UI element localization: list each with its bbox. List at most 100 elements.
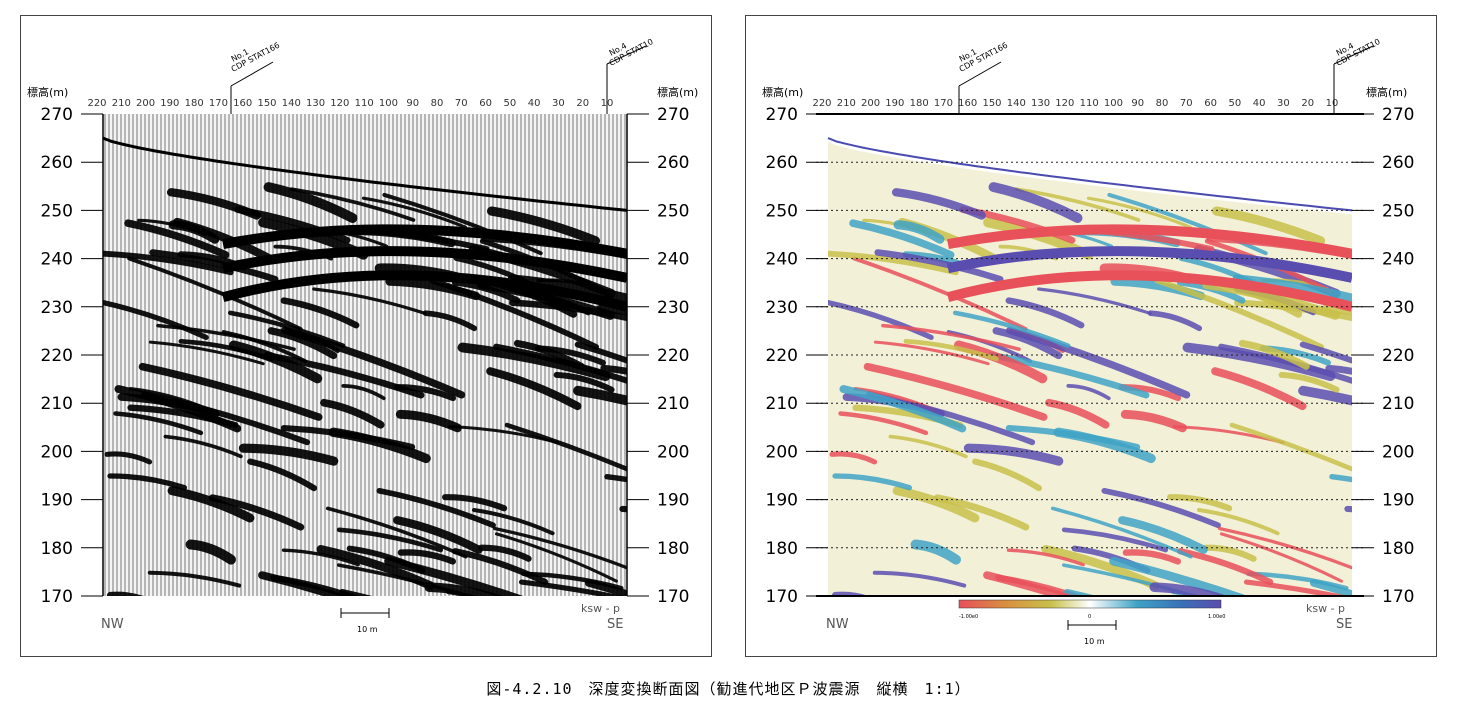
ground-surface-line	[827, 137, 1353, 212]
y-tick-label: 230	[41, 298, 73, 318]
x-tick-label: 110	[1080, 98, 1099, 109]
x-tick-label: 60	[1204, 98, 1217, 109]
y-tick-label: 270	[766, 105, 798, 125]
seismic-panel-color: 270 270 260 260 250 250 240 240 230 230 220 220 210 2…	[745, 15, 1437, 657]
y-tick-label: 260	[766, 153, 798, 173]
x-tick-label: 60	[479, 98, 492, 109]
elevation-gridlines	[816, 161, 1364, 549]
y-tick-label: 250	[657, 201, 689, 221]
y-tick-label: 260	[657, 153, 689, 173]
x-tick-label: 20	[1301, 98, 1314, 109]
y-tick-label: 210	[657, 394, 689, 414]
y-tick-label: 240	[657, 250, 689, 270]
x-tick-label: 40	[1253, 98, 1266, 109]
colorbar-max: 1.00e0	[1208, 614, 1225, 620]
nw-label: NW	[826, 617, 849, 632]
se-label: SE	[1336, 617, 1352, 632]
x-tick-label: 20	[576, 98, 589, 109]
y-tick-label: 180	[766, 539, 798, 559]
x-tick-label: 30	[1277, 98, 1290, 109]
y-tick-label: 260	[1382, 153, 1414, 173]
scale-bar-label: 10 m	[357, 625, 378, 634]
x-tick-label: 130	[1031, 98, 1050, 109]
x-tick-label: 210	[837, 98, 856, 109]
y-tick-label: 200	[766, 442, 798, 462]
y-tick-label: 240	[766, 250, 798, 270]
y-title-left: 標高(m)	[27, 85, 68, 99]
y-tick-label: 170	[766, 587, 798, 607]
x-tick-label: 150	[257, 98, 276, 109]
color-section	[828, 142, 1352, 596]
x-tick-label: 190	[160, 98, 179, 109]
y-title-right: 標高(m)	[657, 85, 698, 99]
y-tick-label: 210	[41, 394, 73, 414]
wiggle-section	[103, 114, 627, 596]
y-title-left: 標高(m)	[762, 85, 803, 99]
y-tick-label: 170	[657, 587, 689, 607]
scale-bar: 10 m	[340, 608, 390, 634]
y-tick-label: 230	[657, 298, 689, 318]
ground-surface-line	[102, 136, 628, 212]
x-tick-label: 70	[1180, 98, 1193, 109]
y-tick-label: 190	[657, 491, 689, 511]
x-tick-label: 140	[282, 98, 301, 109]
y-tick-label: 250	[41, 201, 73, 221]
x-tick-label: 150	[982, 98, 1001, 109]
x-tick-label: 100	[1104, 98, 1123, 109]
x-tick-label: 190	[885, 98, 904, 109]
marker-no4: No.4 CDP STAT10	[1333, 37, 1382, 114]
y-tick-label: 210	[1382, 394, 1414, 414]
y-tick-label: 240	[1382, 250, 1414, 270]
y-title-right: 標高(m)	[1366, 85, 1407, 99]
y-tick-label: 270	[657, 105, 689, 125]
y-tick-label: 240	[41, 250, 73, 270]
x-tick-label: 40	[528, 98, 541, 109]
x-tick-label: 170	[209, 98, 228, 109]
x-tick-label: 200	[136, 98, 155, 109]
wiggle-reflector-bands	[103, 182, 627, 596]
x-tick-label: 160	[233, 98, 252, 109]
y-tick-label: 200	[41, 442, 73, 462]
x-tick-label: 170	[934, 98, 953, 109]
y-tick-label: 180	[41, 539, 73, 559]
colorbar-mid: 0	[1088, 614, 1091, 620]
y-tick-label: 190	[41, 491, 73, 511]
scale-bar: 10 m	[1067, 620, 1117, 646]
x-tick-label: 210	[112, 98, 131, 109]
y-tick-label: 220	[1382, 346, 1414, 366]
x-tick-label: 180	[910, 98, 929, 109]
scale-bar-label: 10 m	[1084, 637, 1105, 646]
x-tick-label: 30	[552, 98, 565, 109]
y-tick-label: 220	[41, 346, 73, 366]
color-reflector-bands	[828, 142, 1352, 596]
cdp-axis: 220 210 200 190 180 170 160 150 140 130 120 110 100 9…	[812, 98, 1338, 109]
x-tick-label: 100	[379, 98, 398, 109]
ksw-tag: ksw - p	[581, 602, 620, 615]
y-tick-label: 210	[766, 394, 798, 414]
elevation-axis: 270 270 260 260 250 250 240 240 230 230 220 220 210 2…	[766, 105, 1415, 607]
x-tick-label: 120	[1055, 98, 1074, 109]
y-tick-label: 270	[41, 105, 73, 125]
y-tick-label: 190	[1382, 491, 1414, 511]
x-tick-label: 120	[330, 98, 349, 109]
y-tick-label: 250	[766, 201, 798, 221]
y-tick-label: 190	[766, 491, 798, 511]
x-tick-label: 80	[431, 98, 444, 109]
y-tick-label: 230	[766, 298, 798, 318]
y-tick-label: 170	[1382, 587, 1414, 607]
y-tick-label: 220	[766, 346, 798, 366]
marker-no4: No.4 CDP STAT10	[606, 37, 655, 114]
y-tick-label: 250	[1382, 201, 1414, 221]
x-tick-label: 200	[861, 98, 880, 109]
colorbar-min: -1.00e0	[959, 614, 978, 620]
x-tick-label: 10	[1326, 98, 1339, 109]
x-tick-label: 220	[812, 98, 831, 109]
y-tick-label: 230	[1382, 298, 1414, 318]
x-tick-label: 180	[185, 98, 204, 109]
y-tick-label: 200	[1382, 442, 1414, 462]
x-tick-label: 90	[406, 98, 419, 109]
y-tick-label: 180	[657, 539, 689, 559]
y-tick-label: 200	[657, 442, 689, 462]
